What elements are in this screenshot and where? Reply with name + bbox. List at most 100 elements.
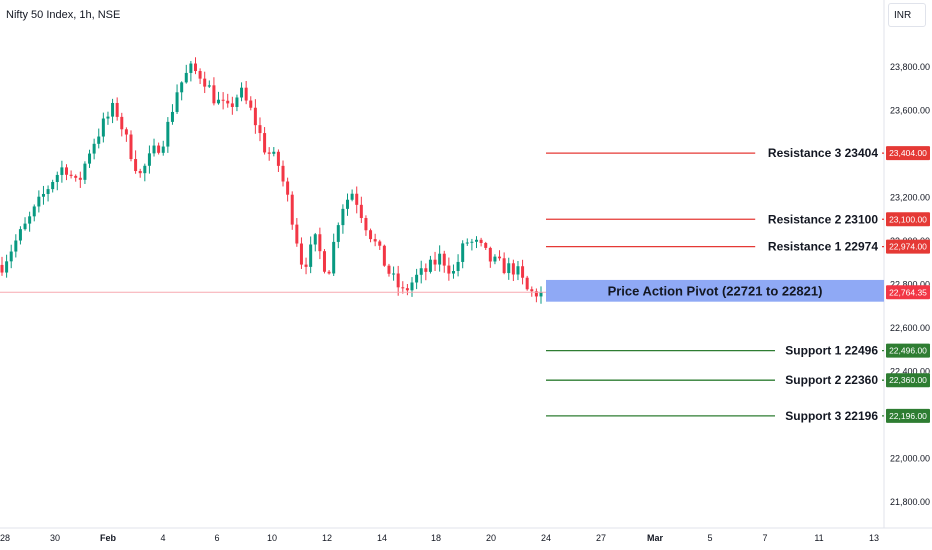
candle-body bbox=[378, 241, 382, 246]
candle-body bbox=[359, 204, 363, 219]
resistance-level-label: Resistance 2 23100 bbox=[768, 212, 878, 226]
candle-body bbox=[207, 85, 211, 87]
axis-price-tag bbox=[886, 343, 930, 358]
candle-body bbox=[281, 165, 285, 182]
candle-body bbox=[516, 266, 520, 275]
candle-body bbox=[465, 242, 469, 244]
x-tick-label: 18 bbox=[431, 533, 441, 543]
candle-body bbox=[507, 263, 511, 274]
candle-body bbox=[521, 266, 525, 278]
candle-body bbox=[253, 107, 257, 126]
pivot-zone bbox=[546, 279, 884, 302]
y-tick-label: 22,400.00 bbox=[890, 367, 930, 377]
x-tick-label: 5 bbox=[707, 533, 712, 543]
candle-body bbox=[166, 121, 170, 147]
resistance-level-label: Resistance 1 22974 bbox=[768, 240, 878, 254]
x-tick-label: 13 bbox=[869, 533, 879, 543]
y-tick-label: 23,200.00 bbox=[890, 193, 930, 203]
x-tick-label: 20 bbox=[486, 533, 496, 543]
candle-body bbox=[392, 273, 396, 275]
candle-body bbox=[92, 143, 96, 154]
candle-body bbox=[355, 193, 359, 205]
y-tick-label: 23,800.00 bbox=[890, 62, 930, 72]
x-tick-label: 6 bbox=[214, 533, 219, 543]
currency-selector[interactable]: INR bbox=[888, 3, 926, 27]
candle-body bbox=[55, 174, 59, 183]
x-tick-label: 10 bbox=[267, 533, 277, 543]
support-level-label: Support 2 22360 bbox=[785, 373, 878, 387]
candle-body bbox=[51, 182, 55, 190]
candle-body bbox=[157, 145, 161, 153]
last-price-tag-label: 22,764.35 bbox=[889, 287, 927, 297]
candle-body bbox=[438, 253, 442, 265]
axis-price-tag bbox=[886, 408, 930, 423]
candle-body bbox=[83, 163, 87, 180]
candle-body bbox=[78, 177, 82, 180]
support-level-label: Support 1 22496 bbox=[785, 344, 878, 358]
candle-body bbox=[322, 251, 326, 272]
candle-body bbox=[244, 87, 248, 101]
candle-body bbox=[511, 263, 515, 275]
candle-body bbox=[309, 244, 313, 267]
axis-price-tag bbox=[886, 373, 930, 388]
candle-body bbox=[101, 118, 105, 137]
candle-body bbox=[203, 78, 207, 87]
x-tick-label: 7 bbox=[762, 533, 767, 543]
candle-body bbox=[415, 274, 419, 283]
candle-body bbox=[350, 193, 354, 200]
candle-body bbox=[74, 175, 78, 178]
axis-price-tag-label: 22,974.00 bbox=[889, 242, 927, 252]
candle-body bbox=[433, 259, 437, 265]
candle-body bbox=[175, 92, 179, 112]
candle-body bbox=[230, 103, 234, 107]
resistance-level-label: Resistance 3 23404 bbox=[768, 146, 878, 160]
candle-body bbox=[290, 194, 294, 225]
axis-price-tag-label: 23,100.00 bbox=[889, 214, 927, 224]
candles bbox=[0, 57, 543, 304]
candle-body bbox=[18, 229, 22, 241]
candle-body bbox=[299, 243, 303, 265]
candle-body bbox=[530, 289, 534, 292]
candle-body bbox=[475, 239, 479, 242]
candle-body bbox=[286, 181, 290, 195]
candle-body bbox=[258, 125, 262, 134]
candle-body bbox=[152, 145, 156, 154]
chart-title: Nifty 50 Index, 1h, NSE bbox=[6, 9, 121, 21]
candle-body bbox=[41, 193, 45, 197]
candle-body bbox=[124, 129, 128, 135]
candle-body bbox=[396, 273, 400, 288]
y-tick-label: 22,600.00 bbox=[890, 323, 930, 333]
y-tick-label: 22,000.00 bbox=[890, 454, 930, 464]
last-price-tag bbox=[886, 285, 930, 300]
candle-body bbox=[115, 102, 119, 117]
x-tick-label: 12 bbox=[322, 533, 332, 543]
candle-body bbox=[240, 87, 244, 98]
candle-body bbox=[226, 100, 230, 104]
candle-body bbox=[451, 271, 455, 274]
candle-body bbox=[341, 208, 345, 226]
support-level-label: Support 3 22196 bbox=[785, 409, 878, 423]
candle-body bbox=[493, 256, 497, 262]
candle-body bbox=[9, 251, 13, 262]
candle-body bbox=[97, 136, 101, 144]
candle-body bbox=[46, 189, 50, 194]
y-tick-label: 22,800.00 bbox=[890, 280, 930, 290]
x-tick-label: Feb bbox=[100, 533, 117, 543]
candle-body bbox=[111, 102, 115, 117]
candle-body bbox=[138, 171, 142, 174]
candle-body bbox=[484, 242, 488, 248]
pivot-zone-label: Price Action Pivot (22721 to 22821) bbox=[608, 283, 823, 298]
level-label-bg bbox=[775, 372, 882, 389]
candle-body bbox=[37, 196, 41, 207]
candle-body bbox=[129, 134, 133, 160]
candle-body bbox=[456, 261, 460, 272]
candle-body bbox=[5, 261, 9, 273]
candle-body bbox=[461, 243, 465, 262]
candle-body bbox=[0, 264, 4, 273]
candle-body bbox=[346, 199, 350, 209]
candle-body bbox=[373, 239, 377, 242]
candle-body bbox=[88, 153, 92, 164]
level-label-bg bbox=[755, 238, 882, 255]
candle-body bbox=[401, 287, 405, 289]
